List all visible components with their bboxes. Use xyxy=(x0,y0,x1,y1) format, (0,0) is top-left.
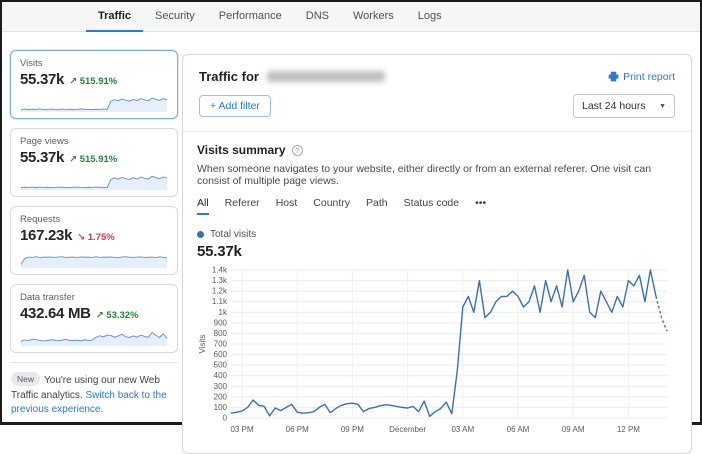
data-transfer-sparkline xyxy=(20,331,168,347)
svg-text:700: 700 xyxy=(214,340,228,349)
metric-card-data-transfer[interactable]: Data transfer 432.64 MB ↗ 53.32% xyxy=(10,284,178,353)
time-range-value: Last 24 hours xyxy=(582,100,646,112)
filter-row: + Add filter Last 24 hours ▼ xyxy=(183,84,691,118)
svg-text:900: 900 xyxy=(214,318,228,327)
top-nav: Traffic Security Performance DNS Workers… xyxy=(2,2,700,32)
metric-label: Page views xyxy=(20,136,69,147)
svg-text:12 PM: 12 PM xyxy=(617,425,640,434)
sidebar-divider xyxy=(10,362,178,363)
panel-header: Traffic for Print report xyxy=(183,55,691,84)
metrics-sidebar: Visits 55.37k ↗ 515.91% Page views 55.37… xyxy=(10,50,178,418)
svg-text:06 AM: 06 AM xyxy=(507,425,530,434)
svg-text:09 AM: 09 AM xyxy=(562,425,585,434)
svg-text:1.1k: 1.1k xyxy=(212,297,228,306)
svg-text:300: 300 xyxy=(214,382,228,391)
page-title: Traffic for xyxy=(199,69,259,84)
metric-label: Visits xyxy=(20,58,43,69)
section-title: Visits summary xyxy=(197,143,286,157)
svg-text:03 PM: 03 PM xyxy=(230,425,253,434)
svg-text:1k: 1k xyxy=(219,308,228,317)
trend-up-icon: ↗ xyxy=(69,154,78,165)
subtab-referer[interactable]: Referer xyxy=(224,197,260,209)
add-filter-button[interactable]: + Add filter xyxy=(199,95,271,117)
help-icon[interactable]: ? xyxy=(291,144,303,156)
svg-text:400: 400 xyxy=(214,371,228,380)
tab-dns[interactable]: DNS xyxy=(305,10,329,22)
metric-delta: ↗ 53.32% xyxy=(95,310,139,321)
subtab-path[interactable]: Path xyxy=(366,197,388,209)
metric-value: 55.37k xyxy=(20,149,65,166)
metric-label: Requests xyxy=(20,214,61,225)
metric-card-requests[interactable]: Requests 167.23k ↘ 1.75% xyxy=(10,206,178,275)
visits-summary-section: Visits summary ? When someone navigates … xyxy=(183,132,691,436)
subtab-all[interactable]: All xyxy=(197,197,209,215)
tab-traffic[interactable]: Traffic xyxy=(86,2,144,32)
switch-back-link[interactable]: Switch back to the previous experience. xyxy=(11,389,167,416)
metric-delta: ↗ 515.91% xyxy=(69,154,118,165)
subtab-host[interactable]: Host xyxy=(275,197,298,209)
svg-text:Visits: Visits xyxy=(198,335,207,354)
svg-text:200: 200 xyxy=(214,392,228,401)
svg-text:600: 600 xyxy=(214,350,228,359)
metric-value: 55.37k xyxy=(20,71,65,88)
svg-text:December: December xyxy=(389,425,426,434)
svg-text:03 AM: 03 AM xyxy=(451,425,474,434)
time-range-select[interactable]: Last 24 hours ▼ xyxy=(573,94,675,118)
notice-text: You're using our new Web Traffic analyti… xyxy=(11,375,160,401)
chevron-down-icon: ▼ xyxy=(659,102,666,110)
requests-sparkline xyxy=(20,256,168,269)
svg-text:100: 100 xyxy=(214,403,228,412)
trend-down-icon: ↘ xyxy=(77,232,86,243)
metric-card-pageviews[interactable]: Page views 55.37k ↗ 515.91% xyxy=(10,128,178,197)
svg-text:800: 800 xyxy=(214,329,228,338)
svg-text:1.3k: 1.3k xyxy=(212,276,228,285)
tab-security[interactable]: Security xyxy=(155,10,195,22)
summary-tabs: All Referer Host Country Path Status cod… xyxy=(197,197,677,215)
section-description: When someone navigates to your website, … xyxy=(197,163,652,187)
redacted-domain xyxy=(266,71,385,82)
subtab-country[interactable]: Country xyxy=(313,197,351,209)
new-analytics-notice: New You're using our new Web Traffic anal… xyxy=(10,372,178,418)
svg-text:1.2k: 1.2k xyxy=(212,287,228,296)
print-report-link[interactable]: Print report xyxy=(608,71,675,83)
total-visits-value: 55.37k xyxy=(197,243,242,260)
trend-up-icon: ↗ xyxy=(69,76,78,87)
printer-icon xyxy=(608,71,619,82)
trend-up-icon: ↗ xyxy=(95,310,104,321)
legend-dot-icon xyxy=(197,231,204,238)
svg-text:06 PM: 06 PM xyxy=(286,425,309,434)
svg-text:1.4k: 1.4k xyxy=(212,266,228,275)
tab-logs[interactable]: Logs xyxy=(417,10,442,22)
tab-workers[interactable]: Workers xyxy=(352,10,394,22)
visits-sparkline xyxy=(20,97,168,113)
svg-text:0: 0 xyxy=(223,414,228,423)
subtab-more[interactable]: ••• xyxy=(475,197,487,209)
traffic-panel: Traffic for Print report + Add filter La… xyxy=(182,54,692,454)
panel-divider xyxy=(183,131,691,132)
legend-label: Total visits xyxy=(210,229,257,240)
metric-delta: ↘ 1.75% xyxy=(77,232,115,243)
subtab-status-code[interactable]: Status code xyxy=(403,197,460,209)
pageviews-sparkline xyxy=(20,175,168,191)
chart-legend: Total visits xyxy=(197,229,677,240)
metric-delta: ↗ 515.91% xyxy=(69,76,118,87)
svg-text:09 PM: 09 PM xyxy=(341,425,364,434)
metric-card-visits[interactable]: Visits 55.37k ↗ 515.91% xyxy=(10,50,178,119)
metric-value: 432.64 MB xyxy=(20,305,91,322)
svg-text:500: 500 xyxy=(214,361,228,370)
metric-value: 167.23k xyxy=(20,227,73,244)
new-badge: New xyxy=(11,372,41,387)
tab-performance[interactable]: Performance xyxy=(218,10,282,22)
metric-label: Data transfer xyxy=(20,292,75,303)
